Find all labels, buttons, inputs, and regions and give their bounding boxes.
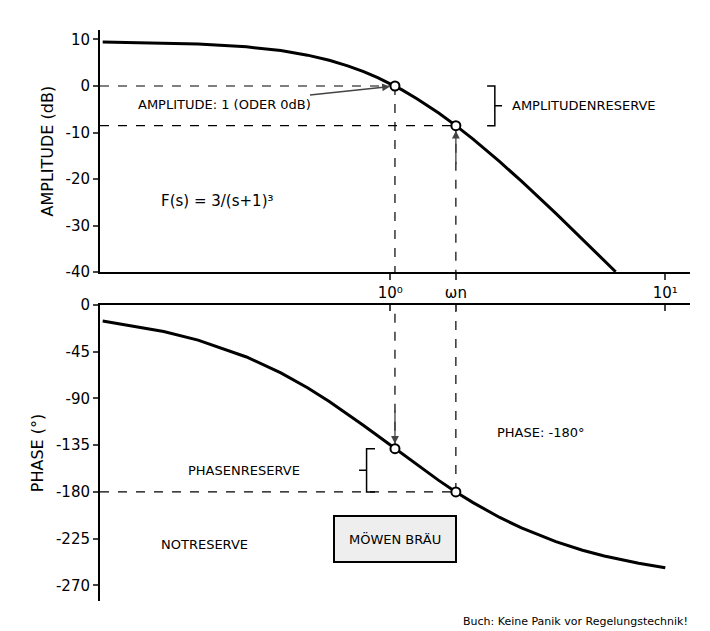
svg-text:Buch: Keine Panik vor Regelung: Buch: Keine Panik vor Regelungstechnik! [463,615,688,628]
svg-text:-180: -180 [56,483,90,501]
svg-text:F(s) = 3/(s+1)³: F(s) = 3/(s+1)³ [161,192,274,210]
svg-text:AMPLITUDE (dB): AMPLITUDE (dB) [38,86,57,217]
svg-text:-225: -225 [56,530,90,548]
svg-text:ωn: ωn [445,284,467,302]
svg-text:10: 10 [71,31,90,49]
svg-text:PHASE: -180°: PHASE: -180° [497,425,585,440]
svg-text:-270: -270 [56,577,90,595]
svg-text:AMPLITUDE: 1 (ODER 0dB): AMPLITUDE: 1 (ODER 0dB) [138,97,311,112]
svg-text:-45: -45 [66,343,91,361]
svg-text:-40: -40 [66,263,91,281]
svg-text:PHASE (°): PHASE (°) [28,414,47,492]
svg-text:MÖWEN BRÄU: MÖWEN BRÄU [349,531,441,547]
svg-text:NOTRESERVE: NOTRESERVE [161,537,248,552]
svg-text:-10: -10 [66,124,91,142]
svg-text:0: 0 [80,77,90,95]
svg-text:10¹: 10¹ [653,284,678,302]
svg-text:AMPLITUDENRESERVE: AMPLITUDENRESERVE [512,98,656,113]
svg-text:-135: -135 [56,436,90,454]
svg-text:0: 0 [80,296,90,314]
svg-text:PHASENRESERVE: PHASENRESERVE [188,463,300,478]
svg-text:-20: -20 [66,170,91,188]
svg-text:-90: -90 [66,390,91,408]
svg-text:10⁰: 10⁰ [378,284,403,302]
svg-text:-30: -30 [66,217,91,235]
